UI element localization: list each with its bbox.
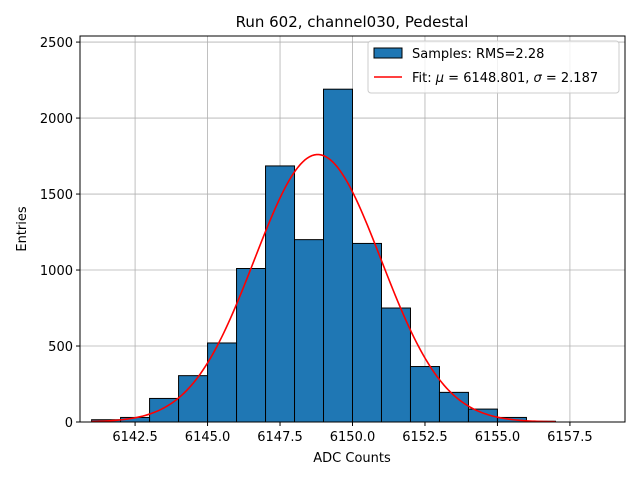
- histogram-bar: [236, 268, 267, 423]
- legend-swatch-histogram: [373, 47, 403, 59]
- y-tick-label: 2500: [40, 36, 73, 51]
- y-axis-label: Entries: [15, 206, 30, 252]
- legend-label-fit: Fit: μ = 6148.801, σ = 2.187: [412, 71, 598, 86]
- histogram-bar: [294, 239, 325, 423]
- histogram-bar: [409, 366, 440, 423]
- y-tick-label: 2000: [40, 112, 73, 127]
- x-tick-label: 6150.0: [330, 430, 376, 445]
- x-tick-label: 6142.5: [112, 430, 158, 445]
- histogram-bars: [91, 88, 556, 423]
- y-axis-ticks: 0 500 1000 1500 2000 2500: [40, 36, 80, 431]
- x-tick-label: 6152.5: [402, 430, 448, 445]
- histogram-bar: [438, 391, 469, 423]
- histogram-bar: [352, 242, 382, 423]
- legend-label-histogram: Samples: RMS=2.28: [412, 47, 544, 62]
- x-axis-ticks: 6142.5 6145.0 6147.5 6150.0 6152.5 6155.0 6157…: [112, 422, 593, 445]
- fit-curve: [91, 153, 556, 423]
- histogram-bar: [380, 307, 411, 423]
- chart-title: Run 602, channel030, Pedestal: [236, 13, 469, 31]
- x-axis-label: ADC Counts: [313, 451, 391, 466]
- legend-box: [367, 40, 620, 94]
- y-tick-label: 1500: [40, 188, 73, 203]
- x-tick-label: 6157.5: [547, 430, 593, 445]
- x-tick-label: 6145.0: [185, 430, 231, 445]
- x-tick-label: 6155.0: [475, 430, 521, 445]
- histogram-bar: [265, 165, 296, 423]
- histogram-bar: [323, 88, 354, 423]
- legend: Samples: RMS=2.28 Fit: μ = 6148.801, σ =…: [367, 40, 620, 94]
- y-tick-label: 1000: [40, 264, 73, 279]
- x-tick-label: 6147.5: [257, 430, 303, 445]
- y-tick-label: 500: [48, 340, 73, 355]
- y-tick-label: 0: [65, 416, 73, 431]
